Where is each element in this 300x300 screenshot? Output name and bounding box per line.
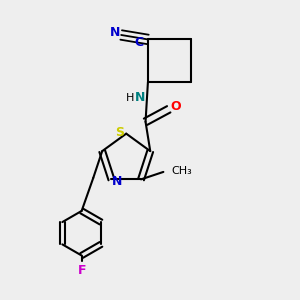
Text: C: C	[134, 36, 144, 49]
Text: S: S	[115, 126, 124, 139]
Text: N: N	[135, 91, 146, 104]
Text: F: F	[77, 264, 86, 278]
Text: H: H	[126, 92, 135, 103]
Text: N: N	[110, 26, 120, 39]
Text: CH₃: CH₃	[172, 166, 192, 176]
Text: N: N	[112, 175, 122, 188]
Text: O: O	[170, 100, 181, 113]
